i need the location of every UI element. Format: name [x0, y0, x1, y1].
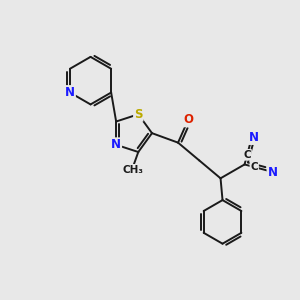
- Text: N: N: [249, 131, 259, 144]
- Text: C: C: [250, 162, 258, 172]
- Text: CH₃: CH₃: [123, 165, 144, 175]
- Text: C: C: [243, 150, 251, 160]
- Text: N: N: [268, 166, 278, 179]
- Text: N: N: [111, 138, 121, 151]
- Text: O: O: [183, 113, 193, 126]
- Text: N: N: [65, 86, 75, 99]
- Text: S: S: [134, 108, 142, 121]
